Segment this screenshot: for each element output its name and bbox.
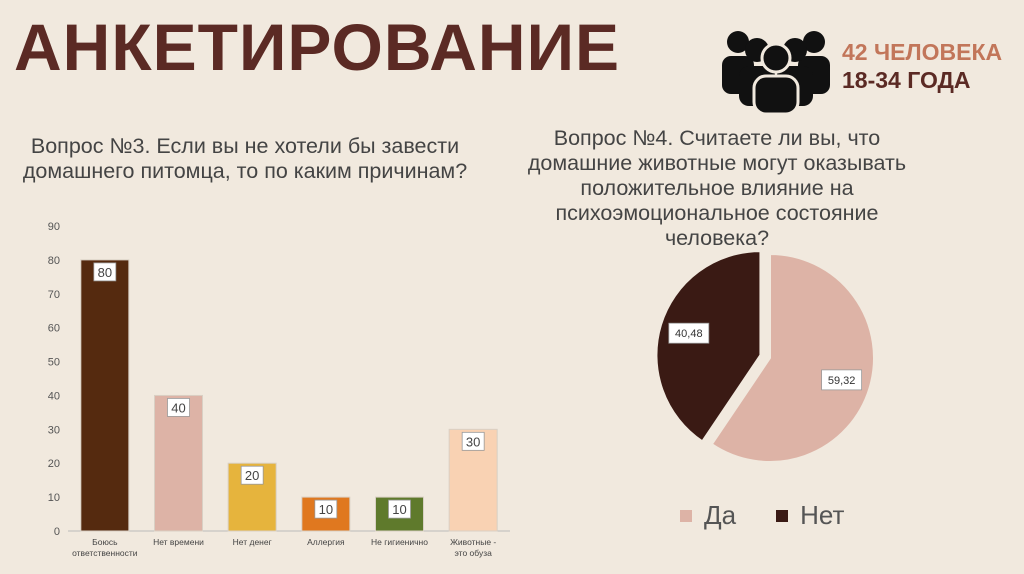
x-tick-label: Не гигиенично — [371, 537, 428, 547]
question-3-title: Вопрос №3. Если вы не хотели бы завести … — [22, 134, 468, 183]
pie-label-box — [821, 369, 863, 391]
legend-item-yes: Да — [680, 500, 736, 531]
data-label-box — [167, 398, 190, 417]
x-tick-label: Животные - — [450, 537, 496, 547]
x-tick-label: Нет времени — [153, 537, 204, 547]
data-label: 80 — [98, 265, 112, 280]
question-4-title: Вопрос №4. Считаете ли вы, что домашние … — [527, 126, 907, 250]
y-tick-label: 30 — [48, 424, 60, 436]
bar — [227, 462, 277, 532]
page-title: АНКЕТИРОВАНИЕ — [14, 10, 621, 84]
pie-chart: 59,32 40,48 — [655, 250, 875, 463]
y-tick-label: 0 — [54, 526, 60, 538]
data-label: 10 — [392, 502, 406, 517]
pie-value-label: 59,32 — [828, 375, 856, 387]
data-label: 30 — [466, 434, 480, 449]
data-label-box — [388, 499, 411, 519]
y-tick-label: 50 — [48, 357, 60, 369]
survey-meta: 42 ЧЕЛОВЕКА 18-34 ГОДА — [842, 38, 1002, 94]
participants-count: 42 ЧЕЛОВЕКА — [842, 39, 1003, 65]
y-tick-label: 70 — [48, 289, 60, 301]
x-tick-label: Аллергия — [307, 537, 345, 547]
y-tick-label: 60 — [48, 323, 60, 335]
data-label-box — [93, 262, 117, 282]
data-label: 40 — [171, 400, 185, 415]
pie-slice — [655, 250, 762, 443]
pie-label-box — [668, 322, 710, 344]
pie-slice — [710, 252, 875, 463]
x-tick-label: Нет денег — [233, 537, 272, 547]
y-tick-label: 40 — [48, 390, 60, 402]
bar — [154, 394, 203, 532]
data-label-box — [240, 465, 264, 485]
people-group-icon — [722, 31, 830, 114]
y-tick-label: 80 — [48, 255, 60, 267]
data-label-box — [314, 499, 338, 519]
y-tick-label: 20 — [48, 458, 60, 470]
legend-label-yes: Да — [704, 500, 737, 530]
data-label: 10 — [319, 502, 333, 517]
y-tick-label: 10 — [48, 492, 60, 504]
bar-chart: 0 10 20 30 40 50 60 70 80 90 80 Боюсьответственност… — [48, 221, 510, 558]
data-label: 20 — [245, 468, 259, 483]
legend-swatch-yes — [680, 509, 692, 522]
bar — [80, 259, 130, 532]
data-label-box — [461, 431, 485, 451]
age-range: 18-34 ГОДА — [842, 67, 971, 93]
x-tick-label: Боюсь — [92, 537, 118, 547]
x-tick-label: это обуза — [455, 548, 493, 558]
legend-label-no: Нет — [800, 500, 845, 530]
pie-legend: Да Нет — [680, 500, 844, 531]
legend-item-no: Нет — [776, 500, 844, 531]
y-tick-label: 90 — [48, 221, 60, 233]
x-tick-label: ответственности — [72, 548, 138, 558]
legend-swatch-no — [776, 509, 789, 522]
pie-value-label: 40,48 — [675, 328, 703, 340]
